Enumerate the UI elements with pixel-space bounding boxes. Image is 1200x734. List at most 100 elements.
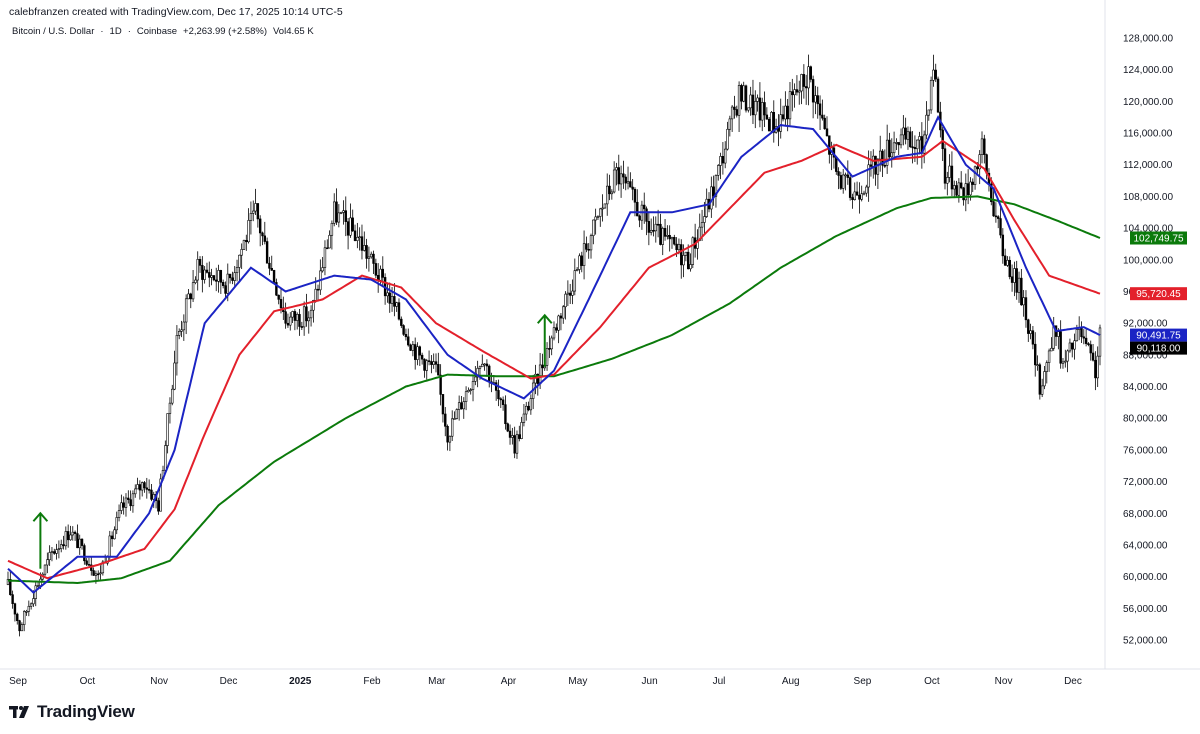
candle-body [55,549,58,554]
candle-body [976,166,979,170]
x-tick-label: Jun [642,676,658,687]
candle-body [839,175,843,189]
candle-body [173,362,176,390]
candle-body [1091,352,1095,361]
candle-body [182,321,186,331]
candle-body [737,85,741,116]
candle-body [1006,259,1009,266]
candle-body [300,326,304,328]
candle-body [115,517,118,531]
candle-body [742,85,745,102]
candle-body [571,290,574,296]
candle-body [448,435,452,443]
candle-body [16,613,19,622]
price-label-text: 95,720.45 [1136,289,1181,300]
candle-body [791,91,794,96]
candle-body [994,215,998,218]
x-axis[interactable]: Sep Oct Nov Dec 2025 Feb Mar Apr May Jun Jul Aug Sep… [9,676,1082,687]
candle-body [134,488,137,495]
candle-body [895,142,898,144]
candle-body [980,138,984,155]
candle-body [252,210,255,214]
candle-body [647,221,651,233]
candle-body [971,181,974,185]
candle-body [765,114,769,120]
candle-body [129,499,132,507]
candle-body [946,177,949,184]
candle-body [513,435,516,454]
candle-body [87,564,91,566]
candle-body [66,531,70,541]
y-tick-label: 80,000.00 [1123,414,1168,425]
candle-body [1001,234,1005,257]
candle-body [744,85,748,111]
candle-body [837,171,840,176]
y-tick-label: 56,000.00 [1123,604,1168,615]
tradingview-logo-icon [9,706,29,718]
x-tick-label: Nov [150,676,168,687]
candle-body [108,535,111,557]
candle-body [446,425,449,443]
x-tick-label: Oct [80,676,96,687]
candle-body [48,552,51,561]
candle-body [626,181,630,184]
candle-body [781,114,785,120]
candle-body [673,236,676,245]
candle-body [772,112,775,133]
candle-body [619,173,623,185]
candle-body [1036,364,1039,366]
ma-fast-line [7,115,1101,594]
candle-body [925,114,928,136]
candle-body [879,150,882,160]
candle-body [582,243,586,266]
candle-body [212,275,216,281]
candle-body [1059,331,1062,364]
candle-body [638,215,641,221]
candle-body [721,156,725,164]
candle-body [326,247,329,250]
volume-label: Vol4.65 K [273,26,314,37]
candle-body [349,217,352,236]
symbol-legend[interactable]: Bitcoin / U.S. Dollar · 1D · Coinbase +2,263.… [12,26,314,37]
candle-body [164,445,167,471]
moving-averages [7,115,1101,594]
candle-body [124,497,128,508]
candle-body [851,197,854,200]
candle-body [18,620,21,632]
candle-body [559,315,563,319]
candle-body [848,177,852,198]
candle-body [869,164,873,167]
candle-body [645,208,648,222]
candle-body [941,129,944,150]
candle-body [217,270,220,282]
price-label-box [1130,231,1187,245]
candle-body [814,95,817,103]
candle-body [566,292,570,295]
candle-body [1066,350,1069,362]
candle-body [710,186,713,210]
candle-body [138,484,142,491]
price-label-text: 102,749.75 [1133,234,1183,245]
candle-body [767,118,771,132]
candle-body [700,222,704,228]
tradingview-brand[interactable]: TradingView [9,702,135,722]
candle-body [265,241,269,264]
candle-body [668,235,671,240]
candle-body [686,251,690,270]
candle-body [9,579,12,595]
candle-body [101,561,105,574]
candle-body [536,373,540,385]
candle-body [309,309,313,319]
candle-body [529,398,533,411]
candle-body [302,306,306,328]
price-label-text: 90,491.75 [1136,331,1181,342]
candle-body [198,259,202,266]
candle-body [948,165,951,178]
candle-body [437,364,440,376]
x-tick-label: 2025 [289,676,312,687]
candle-body [906,131,910,140]
up-arrow-head [32,511,49,522]
candle-body [670,236,674,240]
candle-body [761,102,764,121]
